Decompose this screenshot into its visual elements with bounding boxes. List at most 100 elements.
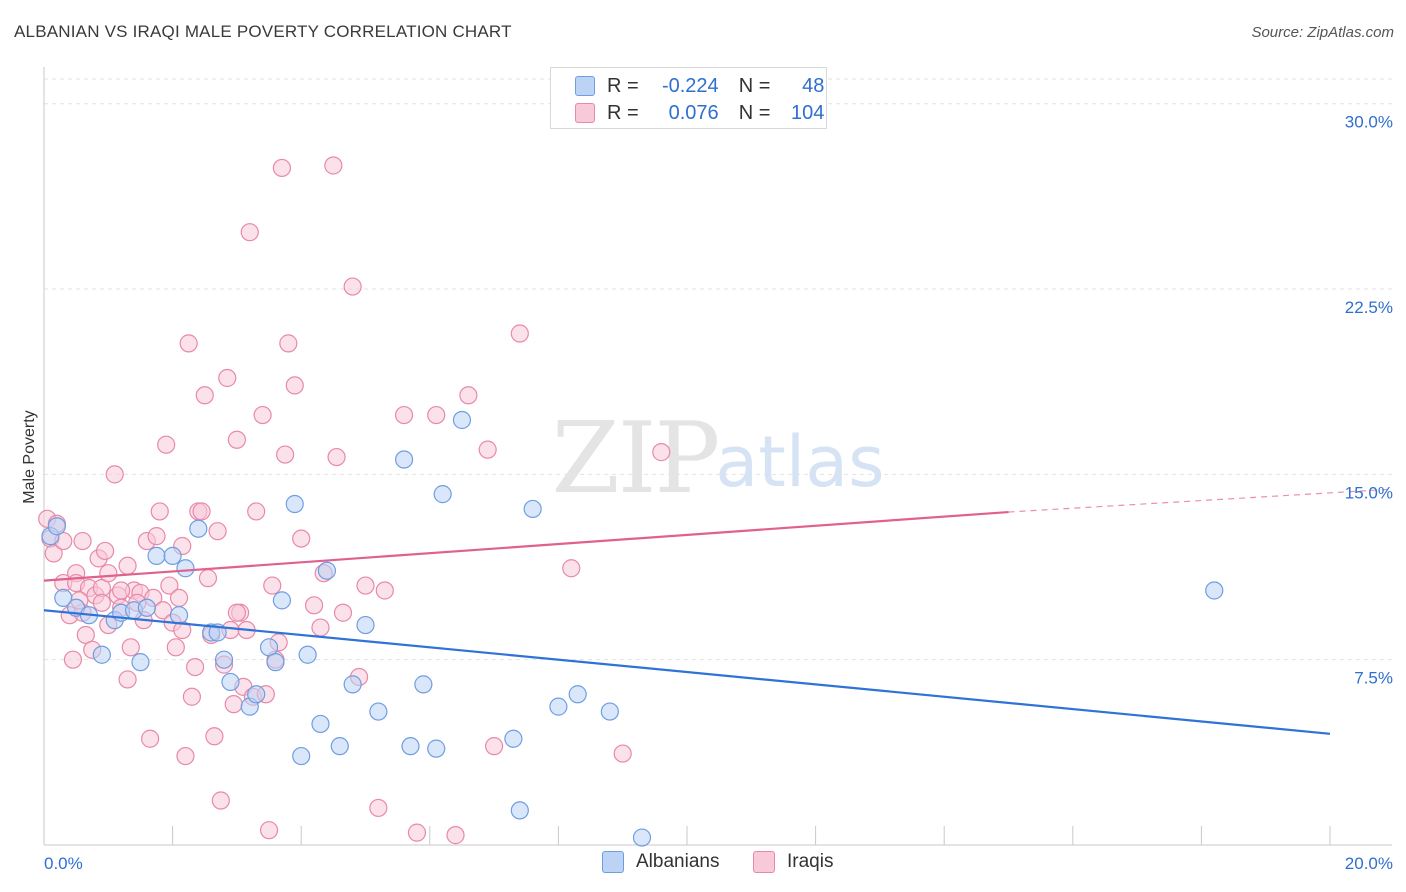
- iraqis-r-value: 0.076: [668, 101, 719, 124]
- iraqi-point: [369, 798, 388, 818]
- albanian-point: [1205, 581, 1224, 600]
- albanian-point: [47, 517, 66, 536]
- grid-lines: [44, 78, 1392, 661]
- albanian-point: [427, 739, 446, 758]
- iraqi-point: [166, 638, 185, 657]
- y-tick-label: 15.0%: [1345, 483, 1393, 502]
- iraqi-point: [304, 596, 324, 615]
- iraqi-point: [157, 435, 176, 454]
- albanian-point: [298, 645, 317, 664]
- legend-item-iraqis[interactable]: Iraqis: [753, 851, 833, 873]
- albanian-point: [549, 697, 568, 716]
- albanian-point: [247, 685, 266, 704]
- albanian-point: [311, 714, 330, 734]
- iraqi-point: [324, 156, 343, 175]
- iraqi-point: [118, 556, 137, 575]
- iraqi-point: [227, 603, 246, 622]
- albanians-n-value: 48: [802, 74, 825, 97]
- iraqi-point: [478, 440, 497, 459]
- iraqi-point: [150, 502, 169, 521]
- iraqi-point: [279, 334, 298, 353]
- legend-item-albanians[interactable]: Albanians: [602, 851, 719, 873]
- albanian-point: [433, 485, 452, 504]
- iraqi-point: [427, 405, 446, 425]
- albanian-point: [176, 559, 195, 578]
- iraqi-point: [485, 737, 504, 756]
- albanian-point: [394, 450, 414, 469]
- y-tick-label: 30.0%: [1345, 113, 1393, 132]
- iraqi-point: [343, 277, 362, 296]
- iraqi-point: [195, 386, 214, 405]
- iraqi-point: [247, 502, 266, 521]
- albanian-point: [92, 645, 111, 664]
- albanian-point: [292, 746, 311, 766]
- iraqi-point: [218, 368, 237, 388]
- iraqi-point: [112, 581, 131, 600]
- iraqi-point: [121, 638, 140, 657]
- iraqi-point: [140, 729, 160, 748]
- albanian-point: [266, 653, 285, 672]
- iraqi-point: [105, 465, 124, 484]
- albanians-r-value: -0.224: [661, 74, 719, 97]
- albanian-point: [54, 588, 73, 608]
- iraqi-point: [92, 593, 111, 612]
- albanian-point: [189, 519, 208, 538]
- albanian-point: [131, 653, 150, 672]
- iraqi-point: [99, 564, 118, 583]
- albanian-point: [504, 729, 523, 748]
- albanian-point: [343, 675, 362, 694]
- iraqi-point: [182, 687, 201, 706]
- iraqi-point: [407, 823, 427, 842]
- albanian-point: [317, 561, 337, 580]
- iraqi-point: [253, 405, 272, 425]
- albanian-point: [632, 828, 652, 847]
- iraqis-trend-extension: [1008, 488, 1393, 513]
- iraqi-point: [263, 576, 282, 595]
- albanian-point: [568, 685, 587, 704]
- y-tick-label: 7.5%: [1354, 669, 1393, 688]
- iraqi-point: [356, 576, 375, 595]
- iraqi-point: [169, 588, 189, 608]
- iraqi-point: [224, 695, 243, 714]
- iraqis-r-label: R =: [607, 101, 639, 124]
- watermark-zip: ZIP: [552, 402, 719, 516]
- iraqi-point: [259, 821, 279, 840]
- albanian-point: [169, 606, 189, 625]
- albanian-point: [414, 675, 433, 694]
- albanians-legend-label: Albanians: [636, 851, 720, 872]
- legend-row-albanians: R = -0.224 N = 48: [551, 72, 824, 100]
- correlation-legend: R = -0.224 N = 48 R = 0.076 N = 104: [550, 67, 827, 129]
- x-tick-label: 20.0%: [1345, 854, 1393, 873]
- axes: [43, 67, 1392, 846]
- iraqis-legend-label: Iraqis: [787, 851, 834, 872]
- watermark-atlas: atlas: [715, 421, 884, 503]
- y-axis-label: Male Poverty: [21, 410, 38, 503]
- albanian-point: [356, 615, 375, 635]
- albanian-point: [600, 702, 619, 721]
- albanian-point: [452, 410, 472, 430]
- albanians-r-label: R =: [607, 74, 639, 97]
- iraqi-point: [292, 529, 311, 548]
- source-label: Source: ZipAtlas.com: [1251, 24, 1394, 41]
- iraqi-point: [327, 447, 346, 467]
- albanian-point: [163, 546, 182, 565]
- trend-lines: [43, 488, 1393, 735]
- iraqi-point: [394, 405, 414, 425]
- iraqi-point: [186, 657, 205, 677]
- albanian-point: [369, 702, 388, 721]
- iraqi-point: [205, 727, 224, 746]
- albanian-point: [137, 598, 156, 617]
- iraqi-point: [285, 376, 304, 395]
- albanian-point: [221, 672, 240, 692]
- albanian-point: [214, 650, 234, 669]
- iraqi-point: [613, 744, 632, 763]
- albanian-point: [272, 591, 292, 610]
- iraqis-swatch: [575, 103, 595, 123]
- iraqi-point: [562, 559, 581, 578]
- iraqi-point: [311, 618, 330, 637]
- series-legend: Albanians Iraqis: [0, 851, 1406, 879]
- iraqi-point: [459, 386, 478, 405]
- data-points: [38, 156, 1224, 847]
- iraqi-point: [95, 541, 115, 561]
- albanian-point: [147, 546, 166, 565]
